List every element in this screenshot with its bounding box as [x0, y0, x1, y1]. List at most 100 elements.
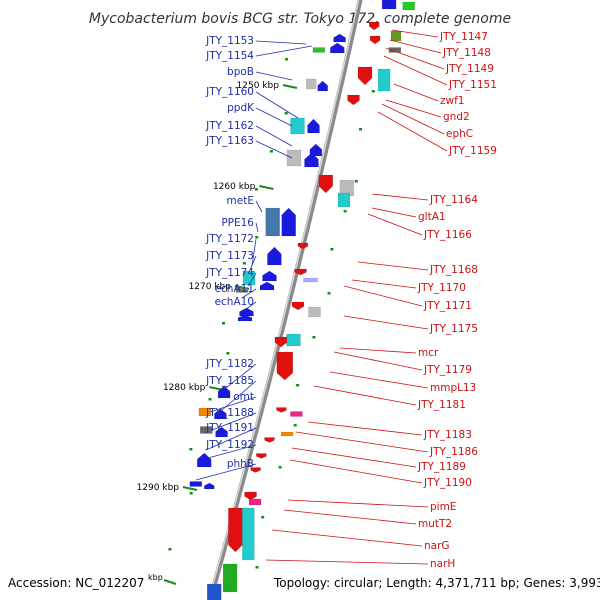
minus-strand-gene: [304, 152, 319, 168]
right-gene-label: JTY_1181: [417, 399, 466, 411]
minus-strand-gene: [317, 80, 328, 92]
left-gene-label: metE: [227, 195, 254, 207]
backbone: [207, 0, 363, 600]
right-leader-line: [371, 193, 429, 201]
plus-strand-gene: [274, 336, 288, 348]
right-leader-line: [371, 207, 417, 218]
right-gene-label: JTY_1189: [417, 461, 466, 473]
minus-strand-gene: [267, 246, 282, 266]
left-gene-label: bpoB: [227, 66, 254, 78]
small-feature: [255, 566, 259, 569]
plus-strand-gene: [250, 467, 261, 473]
plus-strand-gene: [256, 453, 267, 459]
right-leader-line: [271, 529, 423, 547]
kbp-tick-mark: [182, 486, 198, 491]
plus-strand-gene: [381, 0, 397, 10]
right-leader-line: [295, 431, 429, 453]
left-gene-label: omt: [233, 391, 254, 403]
left-leader-line: [255, 107, 293, 127]
right-gene-label: JTY_1186: [429, 446, 478, 458]
plus-strand-gene: [286, 333, 301, 347]
left-gene-label: JTY_1172: [205, 233, 254, 245]
right-gene-label: mutT2: [418, 518, 452, 530]
plus-strand-gene: [290, 411, 303, 417]
right-gene-label: JTY_1159: [448, 145, 497, 157]
small-feature: [261, 516, 265, 519]
right-leader-line: [343, 285, 423, 307]
kbp-tick-label: 1290 kbp: [137, 483, 180, 493]
minus-strand-gene: [198, 407, 212, 417]
small-feature: [222, 322, 225, 325]
map-title: Mycobacterium bovis BCG str. Tokyo 172, …: [89, 11, 511, 27]
minus-strand-gene: [259, 281, 275, 291]
minus-strand-gene: [189, 481, 203, 487]
plus-strand-gene: [294, 268, 307, 276]
plus-strand-gene: [337, 192, 351, 208]
left-gene-label: PPE16: [221, 217, 254, 229]
small-feature: [242, 262, 246, 265]
minus-strand-gene: [281, 207, 296, 237]
plus-strand-gene: [390, 30, 402, 42]
plus-strand-gene: [377, 68, 391, 92]
right-gene-label: pimE: [430, 501, 456, 513]
plus-strand-gene: [244, 491, 257, 501]
left-gene-label: JTY_1162: [205, 120, 254, 132]
plus-strand-gene: [228, 507, 243, 553]
minus-strand-gene: [242, 270, 256, 286]
right-leader-line: [367, 213, 423, 236]
kbp-tick-mark: [259, 185, 274, 190]
minus-strand-gene: [330, 42, 345, 54]
accession-text: Accession: NC_012207: [8, 576, 144, 590]
left-leader-line: [241, 288, 257, 299]
kbp-tick-label: 1260 kbp: [213, 182, 256, 192]
right-leader-line: [357, 261, 429, 271]
backbone-highlight: [207, 0, 360, 600]
small-feature: [226, 352, 230, 355]
plus-strand-gene: [297, 242, 309, 250]
small-feature: [285, 58, 289, 61]
right-leader-line: [385, 47, 445, 70]
minus-strand-gene: [307, 118, 320, 134]
right-gene-label: JTY_1148: [442, 47, 491, 59]
plus-strand-gene: [242, 507, 255, 561]
left-gene-label: JTY_1174: [205, 267, 254, 279]
left-leader-line: [195, 463, 257, 481]
left-leader-line: [255, 40, 307, 45]
backbone-line: [207, 0, 363, 600]
right-leader-line: [287, 499, 429, 508]
minus-strand-gene: [235, 287, 249, 293]
plus-strand-gene: [308, 306, 321, 318]
plus-strand-gene: [368, 21, 380, 31]
right-leader-line: [333, 351, 423, 371]
left-leader-line: [255, 222, 259, 233]
right-gene-label: mcr: [418, 347, 439, 359]
left-leader-line: [205, 427, 257, 451]
minus-strand-gene: [215, 426, 228, 438]
right-leader-line: [313, 385, 417, 406]
right-leader-line: [351, 279, 417, 289]
left-gene-label: JTY_1153: [205, 35, 254, 47]
minus-strand-gene: [286, 149, 302, 167]
plus-strand-gene: [347, 94, 360, 106]
small-feature: [255, 236, 259, 239]
right-leader-line: [393, 83, 439, 102]
left-leader-line: [207, 444, 257, 459]
right-leader-line: [265, 559, 429, 565]
small-feature: [189, 492, 193, 495]
right-leader-line: [283, 509, 417, 525]
right-leader-line: [383, 55, 448, 86]
plus-strand-gene: [276, 351, 294, 381]
small-feature: [327, 292, 331, 295]
plus-strand-gene: [303, 277, 318, 283]
right-gene-label: JTY_1149: [445, 63, 494, 75]
small-feature: [254, 188, 258, 191]
plus-strand-gene: [388, 47, 402, 53]
left-leader-line: [209, 396, 257, 413]
right-gene-label: JTY_1166: [423, 229, 472, 241]
left-gene-label: echA11: [215, 283, 254, 295]
right-leader-line: [391, 29, 439, 38]
minus-strand-gene: [312, 47, 326, 53]
left-gene-label: JTY_1173: [205, 250, 254, 262]
left-leader-line: [249, 255, 257, 271]
small-feature: [330, 248, 334, 251]
